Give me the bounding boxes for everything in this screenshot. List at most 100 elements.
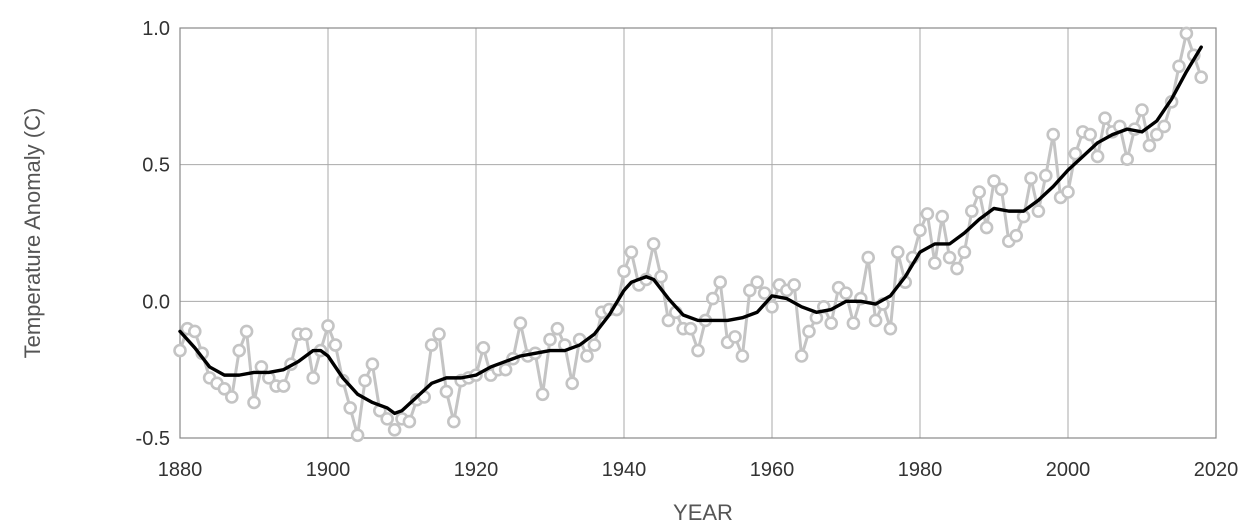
annual-data-point xyxy=(957,245,972,259)
x-tick-label: 1920 xyxy=(454,459,499,481)
annual-data-point xyxy=(683,321,698,336)
annual-data-point xyxy=(987,174,1001,188)
annual-data-point xyxy=(550,321,565,336)
annual-data-point xyxy=(239,324,254,339)
annual-data-point xyxy=(942,250,957,265)
annual-data-point xyxy=(225,390,239,404)
annual-data-point xyxy=(920,207,935,221)
annual-data-point xyxy=(1150,127,1164,142)
annual-data-point xyxy=(713,275,728,290)
annual-data-point xyxy=(247,395,261,410)
annual-data-point xyxy=(839,286,853,300)
annual-data-point xyxy=(188,324,202,339)
annual-data-point xyxy=(1061,185,1075,199)
x-tick-label: 1940 xyxy=(602,459,647,481)
annual-data-point xyxy=(387,422,402,437)
annual-data-point xyxy=(1194,70,1208,84)
annual-data-point xyxy=(890,245,905,259)
annual-data-point xyxy=(750,275,765,290)
smoothed-series xyxy=(178,45,1203,416)
annual-data-point xyxy=(824,316,839,331)
annual-data-point xyxy=(306,371,321,385)
annual-data-point xyxy=(1157,119,1171,134)
annual-data-point xyxy=(424,338,439,352)
annual-data-point xyxy=(950,261,964,276)
annual-data-point xyxy=(1083,127,1097,142)
annual-data-point xyxy=(1046,127,1060,142)
x-tick-label: 2020 xyxy=(1194,459,1239,481)
annual-data-point xyxy=(513,316,528,331)
x-tick-label: 1900 xyxy=(306,459,351,481)
annual-data-point xyxy=(543,332,557,347)
annual-data-point xyxy=(1024,171,1038,186)
annual-data-point xyxy=(802,324,816,339)
annual-data-point xyxy=(1179,26,1194,41)
annual-data-point xyxy=(380,412,395,426)
annual-data-point xyxy=(765,299,779,314)
annual-data-point xyxy=(787,278,802,292)
annual-data-point xyxy=(1172,59,1186,74)
annual-data-point xyxy=(846,316,861,331)
annual-data-point xyxy=(298,327,313,341)
y-tick-labels: 1.0 0.5 0.0 -0.5 xyxy=(136,18,170,450)
annual-data-point xyxy=(661,313,676,328)
annual-data-point xyxy=(1135,103,1149,117)
annual-data-point xyxy=(402,414,417,429)
annual-data-point xyxy=(794,349,809,363)
annual-data-point xyxy=(691,343,705,358)
annual-data-point xyxy=(735,349,750,363)
annual-data-point xyxy=(365,357,380,372)
annual-data-point xyxy=(587,338,602,352)
annual-data-point xyxy=(913,223,927,238)
annual-data-point xyxy=(646,237,661,251)
annual-data-point xyxy=(1090,149,1105,164)
annual-data-point xyxy=(861,250,876,265)
x-tick-label: 1960 xyxy=(750,459,795,481)
annual-data-point xyxy=(432,327,446,341)
annual-data-point xyxy=(328,338,343,352)
x-tick-label: 1880 xyxy=(158,459,203,481)
annual-data-point xyxy=(654,269,668,284)
annual-data-point xyxy=(757,286,772,300)
annual-data-point xyxy=(498,362,513,377)
annual-data-point xyxy=(868,313,883,328)
annual-data-point xyxy=(1098,111,1112,125)
annual-series-line xyxy=(178,31,1203,437)
annual-data-point xyxy=(927,256,942,270)
y-tick-label: 0.5 xyxy=(142,155,170,177)
annual-data-point xyxy=(728,330,742,344)
annual-data-point xyxy=(173,343,187,358)
grid-lines xyxy=(179,27,1217,439)
annual-series xyxy=(173,26,1208,443)
annual-data-point xyxy=(1068,146,1083,161)
annual-data-point xyxy=(535,387,550,402)
annual-data-point xyxy=(1031,204,1046,218)
annual-data-point xyxy=(565,376,580,391)
annual-data-point xyxy=(624,245,639,259)
annual-data-point xyxy=(217,381,232,396)
annual-data-point xyxy=(617,264,631,279)
plot-frame xyxy=(179,27,1217,439)
annual-data-point xyxy=(321,319,335,333)
annual-data-point xyxy=(343,401,358,415)
x-tick-label: 1980 xyxy=(898,459,943,481)
annual-data-point xyxy=(883,321,898,336)
annual-data-point xyxy=(276,379,291,393)
y-tick-label: -0.5 xyxy=(136,428,170,450)
annual-data-point xyxy=(972,185,987,199)
annual-data-point xyxy=(580,349,594,363)
y-tick-label: 1.0 xyxy=(142,18,170,40)
annual-data-point xyxy=(979,220,994,235)
y-axis-title: Temperature Anomaly (C) xyxy=(20,108,45,359)
annual-data-point xyxy=(742,283,757,298)
annual-data-point xyxy=(1009,228,1024,243)
x-tick-label: 2000 xyxy=(1046,459,1091,481)
annual-data-point xyxy=(439,384,454,399)
annual-data-point xyxy=(994,182,1009,197)
annual-data-point xyxy=(1142,138,1157,153)
annual-data-point xyxy=(1039,168,1053,183)
annual-data-point xyxy=(446,414,461,429)
x-axis-title: YEAR xyxy=(673,500,733,524)
x-tick-labels: 1880 1900 1920 1940 1960 1980 2000 2020 xyxy=(158,459,1239,481)
